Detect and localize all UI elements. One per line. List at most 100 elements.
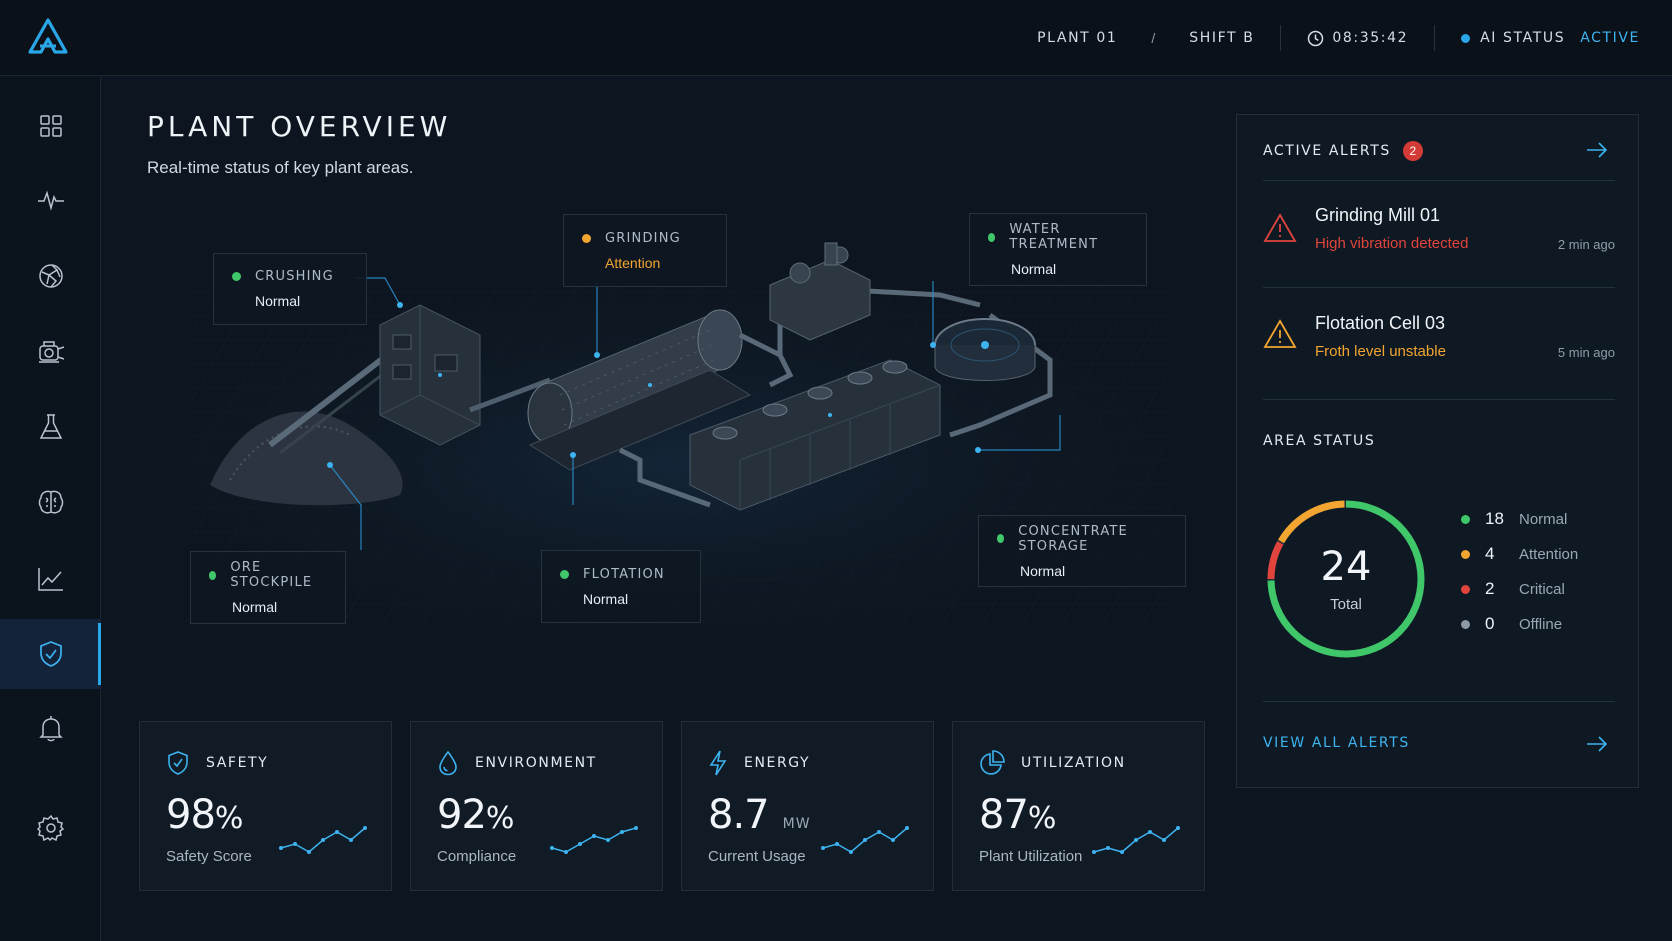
lab-flask-icon [39, 414, 62, 439]
area-name: CONCENTRATE STORAGE [997, 524, 1167, 554]
kpi-unit: % [485, 801, 514, 836]
nav-ore[interactable] [0, 241, 101, 311]
safety-shield-icon [39, 641, 62, 667]
kpi-value: 98% [166, 792, 243, 838]
donut-total-label: Total [1330, 596, 1362, 613]
area-label: FLOTATION [583, 566, 665, 582]
arrow-right-icon[interactable] [1586, 141, 1608, 159]
area-name: FLOTATION [560, 567, 682, 582]
nav-activity[interactable] [0, 165, 101, 235]
sparkline-point [835, 842, 839, 846]
sparkline-point [1162, 838, 1166, 842]
kpi-number: 87 [979, 792, 1029, 838]
page-subtitle: Real-time status of key plant areas. [147, 158, 414, 177]
kpi-sparkline [1092, 826, 1180, 854]
legend-item-normal: 18 Normal [1461, 509, 1567, 529]
area-card-crushing[interactable]: CRUSHING Normal [213, 253, 367, 325]
nav-safety[interactable] [0, 619, 101, 689]
kpi-caption: Plant Utilization [979, 848, 1083, 865]
kpi-sparkline [821, 826, 909, 854]
alerts-count-badge: 2 [1402, 141, 1423, 161]
divider [1434, 25, 1436, 51]
dashboard-grid-icon [39, 115, 62, 137]
legend-item-offline: 0 Offline [1461, 614, 1562, 634]
warning-triangle-icon [1263, 319, 1297, 348]
alert-item[interactable]: Flotation Cell 03 Froth level unstable 5… [1263, 289, 1615, 395]
nav-settings[interactable] [0, 793, 101, 863]
alerts-header: ACTIVE ALERTS 2 [1263, 141, 1423, 161]
area-name: CRUSHING [232, 269, 348, 284]
kpi-header: UTILIZATION [979, 750, 1126, 776]
kpi-number: 92 [437, 792, 487, 838]
nav-lab[interactable] [0, 392, 101, 462]
sparkline-point [877, 830, 881, 834]
ai-status-dot [1461, 33, 1471, 43]
sparkline-point [1148, 830, 1152, 834]
area-state: Normal [232, 599, 278, 615]
donut-segment-attention [1278, 500, 1345, 544]
legend-label: Normal [1519, 510, 1568, 528]
area-label: CRUSHING [255, 269, 334, 284]
app-logo[interactable] [28, 18, 68, 54]
page-title: PLANT OVERVIEW [147, 110, 452, 143]
sparkline-point [307, 850, 311, 854]
sparkline-point [564, 850, 568, 854]
kpi-card-energy[interactable]: ENERGY 8.7 MW Current Usage [681, 721, 934, 891]
kpi-card-utilization[interactable]: UTILIZATION 87% Plant Utilization [952, 721, 1205, 891]
sparkline-point [349, 838, 353, 842]
area-card-water-treatment[interactable]: WATER TREATMENT Normal [969, 213, 1147, 286]
kpi-unit: MW [782, 816, 811, 832]
nav-notifications[interactable] [0, 694, 101, 764]
legend-item-critical: 2 Critical [1461, 579, 1565, 599]
sparkline-point [578, 842, 582, 846]
area-state: Normal [1011, 261, 1057, 277]
pie-chart-icon [980, 750, 1005, 775]
kpi-card-environment[interactable]: ENVIRONMENT 92% Compliance [410, 721, 663, 891]
kpi-label: ENVIRONMENT [475, 755, 597, 771]
shift-label[interactable]: SHIFT B [1189, 30, 1255, 46]
legend-label: Offline [1519, 615, 1563, 633]
legend-label: Critical [1519, 580, 1565, 598]
water-treatment-pumps-model [769, 242, 871, 341]
sparkline-point [1120, 850, 1124, 854]
status-dot [560, 569, 569, 579]
legend-count: 4 [1485, 544, 1495, 563]
alert-item[interactable]: Grinding Mill 01 High vibration detected… [1263, 181, 1615, 287]
area-card-grinding[interactable]: GRINDING Attention [563, 214, 727, 287]
plant-label[interactable]: PLANT 01 [1037, 30, 1118, 46]
view-all-alerts-link[interactable]: VIEW ALL ALERTS [1263, 735, 1410, 751]
sparkline-point [321, 838, 325, 842]
nav-ai[interactable] [0, 467, 101, 537]
thickener-tank-model [934, 318, 1036, 381]
area-name: GRINDING [582, 231, 708, 246]
nav-dashboard[interactable] [0, 91, 101, 161]
kpi-header: SAFETY [166, 750, 268, 776]
alert-title: Flotation Cell 03 [1315, 313, 1446, 333]
legend-count: 2 [1485, 579, 1495, 598]
area-card-concentrate-storage[interactable]: CONCENTRATE STORAGE Normal [978, 515, 1186, 587]
sparkline-point [634, 826, 638, 830]
area-label: WATER TREATMENT [1009, 222, 1099, 252]
kpi-card-safety[interactable]: SAFETY 98% Safety Score [139, 721, 392, 891]
alert-time: 2 min ago [1557, 237, 1615, 252]
kpi-unit: % [214, 801, 243, 836]
ai-status-value: ACTIVE [1580, 30, 1640, 46]
area-name: WATER TREATMENT [988, 222, 1128, 252]
alert-time: 5 min ago [1557, 345, 1615, 360]
kpi-header: ENERGY [708, 750, 810, 776]
area-label: CONCENTRATE STORAGE [1018, 523, 1128, 554]
area-state: Normal [583, 590, 629, 607]
kpi-label: SAFETY [206, 755, 269, 771]
kpi-number: 8.7 [708, 792, 770, 838]
equipment-crusher-icon [38, 341, 64, 363]
area-card-flotation[interactable]: FLOTATION Normal [541, 550, 701, 623]
kpi-sparkline [550, 826, 638, 854]
nav-trends[interactable] [0, 544, 101, 614]
connector-lines [329, 277, 1061, 550]
nav-equipment[interactable] [0, 317, 101, 387]
alert-title: Grinding Mill 01 [1315, 205, 1441, 225]
divider [1263, 180, 1615, 181]
ore-stockpile-model [210, 411, 403, 506]
area-card-ore-stockpile[interactable]: ORE STOCKPILE Normal [190, 551, 346, 624]
arrow-right-icon[interactable] [1586, 735, 1608, 753]
